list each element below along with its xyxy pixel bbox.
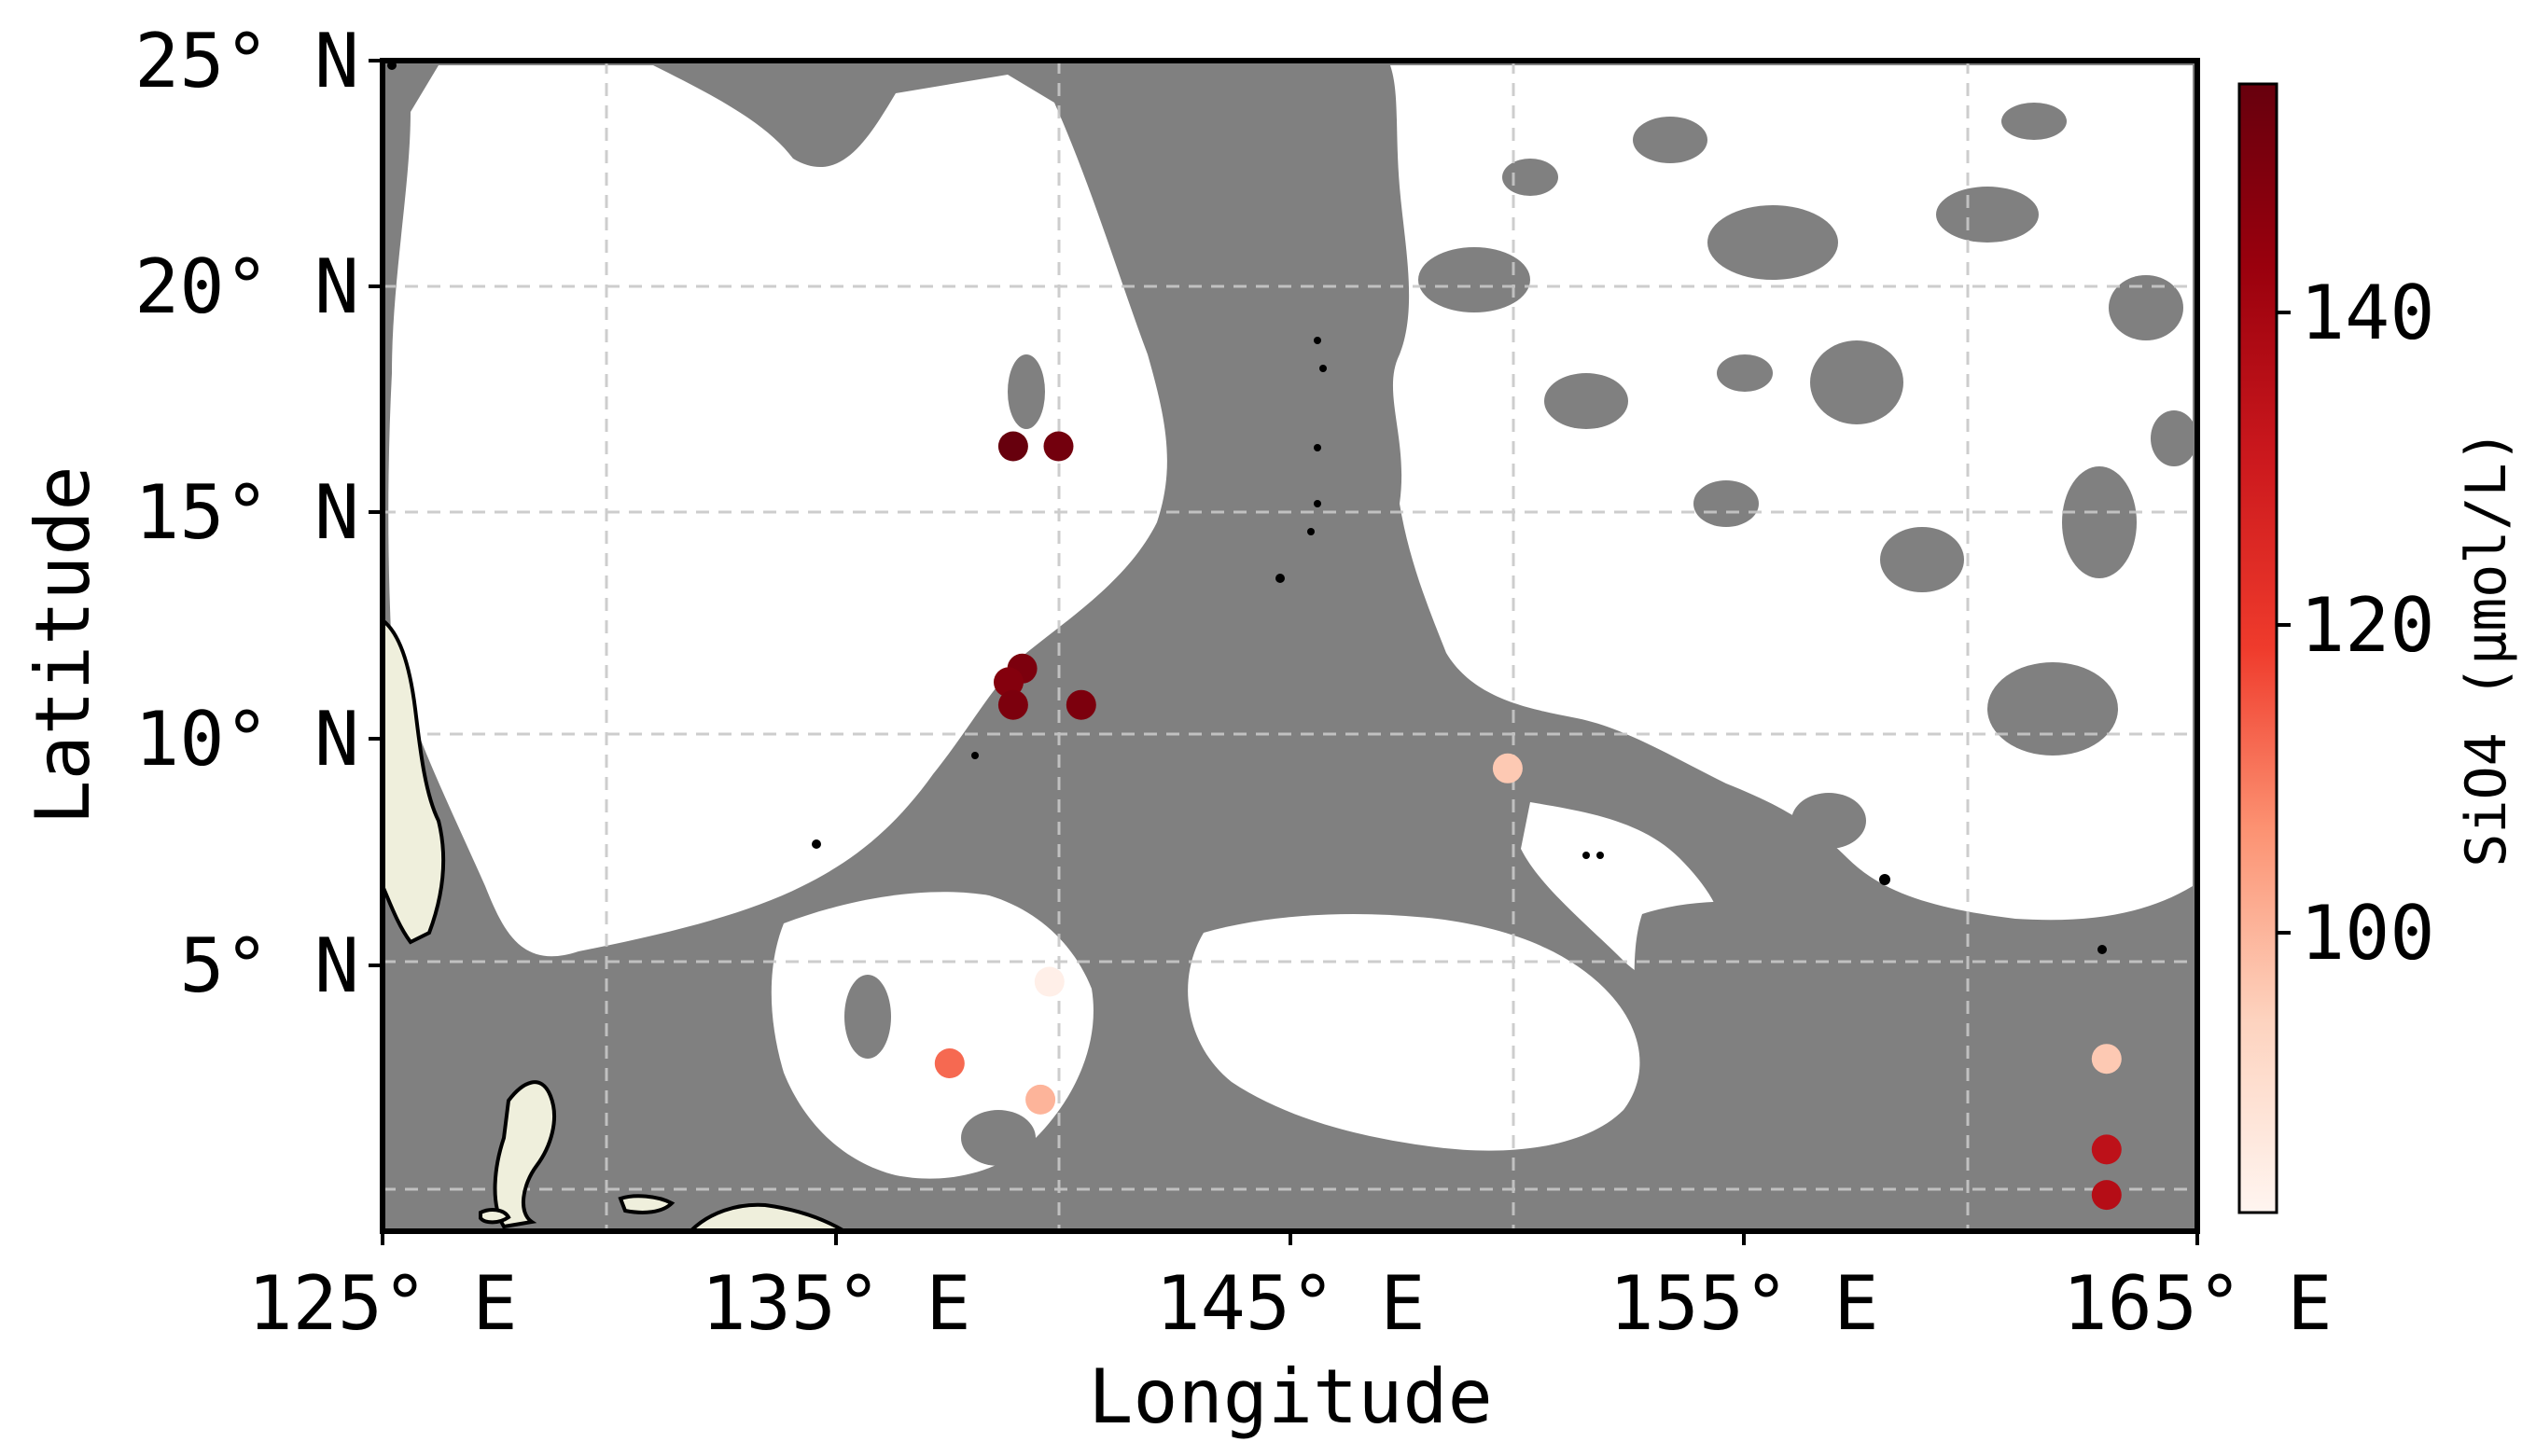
sample-point xyxy=(997,689,1028,720)
x-tick-label: 165° E xyxy=(2063,1260,2333,1347)
sample-point xyxy=(934,1048,965,1078)
y-tick-label: 10° N xyxy=(134,696,359,783)
colorbar-label: SiO4 (μmol/L) xyxy=(2454,429,2519,867)
colorbar-gradient xyxy=(2237,82,2278,1214)
y-tick-label: 20° N xyxy=(134,243,359,330)
map-area xyxy=(383,61,2197,1231)
sample-point xyxy=(2091,1134,2122,1165)
colorbar: 100 120 140 SiO4 (μmol/L) xyxy=(2237,82,2519,1214)
sample-point xyxy=(1034,966,1065,997)
y-tick-labels: 5° N 10° N 15° N 20° N 25° N xyxy=(134,18,359,1009)
small-island-a xyxy=(618,1194,676,1214)
sample-point xyxy=(2091,1044,2122,1075)
sample-point xyxy=(994,667,1024,698)
x-tick-label: 145° E xyxy=(1156,1260,1426,1347)
east-caroline-basin-region xyxy=(1188,914,1640,1151)
sample-point xyxy=(1025,1084,1056,1115)
sample-point xyxy=(1043,431,1074,462)
x-tick-labels: 125° E 135° E 145° E 155° E 165° E xyxy=(248,1260,2333,1347)
y-tick-label: 25° N xyxy=(134,18,359,104)
sample-point xyxy=(997,431,1028,462)
sample-point xyxy=(1066,689,1096,720)
philippines-land xyxy=(383,617,446,945)
halmahera-land xyxy=(493,1080,557,1229)
colorbar-tick-label: 120 xyxy=(2300,582,2435,669)
philippine-basin-region xyxy=(388,65,1167,957)
small-island-b xyxy=(479,1208,511,1225)
sample-point xyxy=(1492,753,1523,783)
x-tick-label: 155° E xyxy=(1609,1260,1879,1347)
sample-point xyxy=(2091,1180,2122,1211)
sample-points xyxy=(934,431,2122,1211)
caroline-basin-region xyxy=(771,892,1094,1179)
seamount-patches xyxy=(844,103,2197,1227)
x-tick-label: 135° E xyxy=(702,1260,971,1347)
y-axis-label: Latitude xyxy=(20,465,106,825)
x-tick-label: 125° E xyxy=(248,1260,518,1347)
ontong-java-plateau xyxy=(1634,901,2094,1231)
tick-marks xyxy=(369,59,2199,1245)
x-axis-label: Longitude xyxy=(1088,1353,1492,1440)
colorbar-tick-label: 100 xyxy=(2300,890,2435,977)
grid-lines xyxy=(383,61,2197,1231)
landmasses xyxy=(383,617,848,1231)
y-tick-label: 5° N xyxy=(179,922,359,1009)
y-tick-label: 15° N xyxy=(134,469,359,556)
colorbar-tick-label: 140 xyxy=(2300,270,2435,356)
new-guinea-land xyxy=(688,1202,848,1231)
colorbar-ticks xyxy=(2277,311,2291,935)
